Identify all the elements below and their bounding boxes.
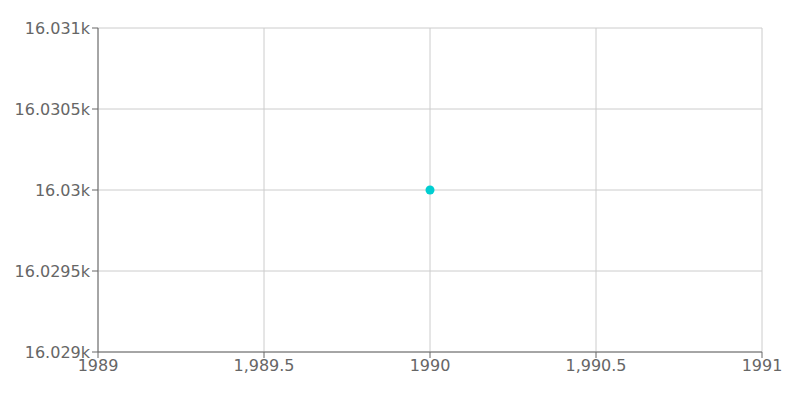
svg-text:16.029k: 16.029k bbox=[25, 343, 91, 362]
svg-text:1990: 1990 bbox=[410, 356, 451, 375]
svg-text:1,989.5: 1,989.5 bbox=[233, 356, 294, 375]
svg-text:16.0295k: 16.0295k bbox=[15, 262, 91, 281]
svg-text:1991: 1991 bbox=[742, 356, 783, 375]
svg-text:1989: 1989 bbox=[77, 356, 119, 376]
svg-text:16.0305k: 16.0305k bbox=[15, 100, 91, 119]
svg-text:1,990.5: 1,990.5 bbox=[565, 356, 626, 375]
svg-text:16.03k: 16.03k bbox=[35, 181, 91, 200]
svg-text:16.031k: 16.031k bbox=[25, 19, 91, 38]
